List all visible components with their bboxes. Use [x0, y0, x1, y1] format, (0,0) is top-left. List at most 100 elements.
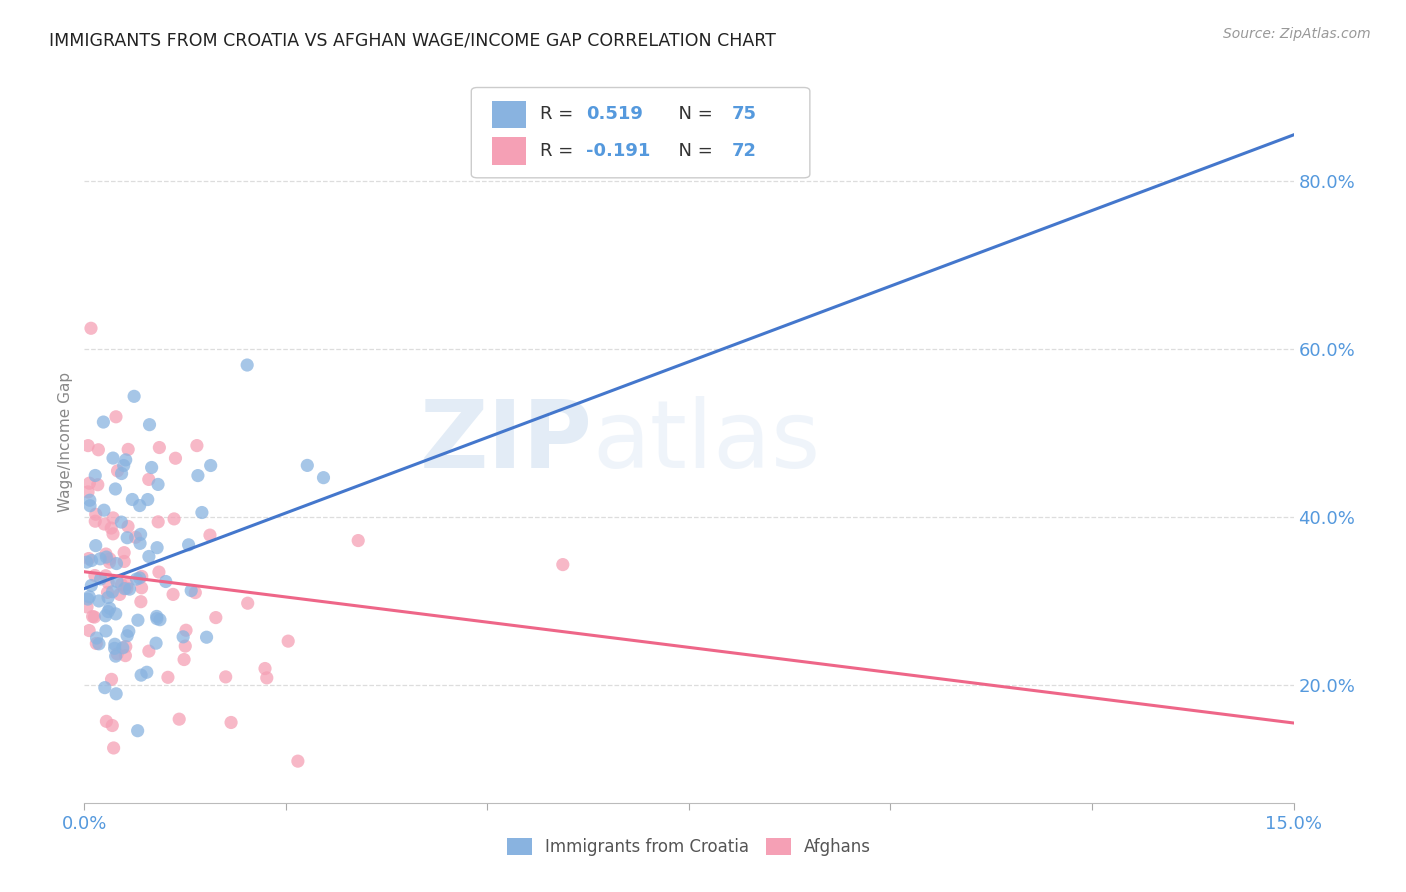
Text: -0.191: -0.191 [586, 142, 651, 160]
Point [146, 477, 169, 491]
Point [97, 575, 120, 590]
Point [105, 687, 128, 701]
Point [110, 467, 132, 481]
Text: 0.519: 0.519 [586, 105, 643, 123]
Point [114, 582, 136, 596]
Point [115, 582, 138, 596]
Point [96, 585, 118, 599]
Point [145, 636, 167, 650]
Point [86, 636, 108, 650]
Point [76, 599, 98, 614]
Point [122, 389, 145, 403]
Point [97, 591, 120, 605]
FancyBboxPatch shape [492, 137, 526, 165]
Text: Source: ZipAtlas.com: Source: ZipAtlas.com [1223, 27, 1371, 41]
Point [104, 649, 127, 664]
Point [127, 723, 149, 738]
Point [101, 451, 124, 466]
Point [112, 554, 135, 568]
Text: R =: R = [540, 142, 579, 160]
Point [104, 607, 127, 621]
Text: IMMIGRANTS FROM CROATIA VS AFGHAN WAGE/INCOME GAP CORRELATION CHART: IMMIGRANTS FROM CROATIA VS AFGHAN WAGE/I… [49, 31, 776, 49]
Point [94, 608, 117, 623]
Point [125, 572, 148, 586]
Point [146, 612, 169, 626]
Point [108, 587, 131, 601]
Point [87, 477, 110, 491]
Point [82, 609, 104, 624]
Point [148, 565, 170, 579]
Point [177, 538, 200, 552]
Point [77, 484, 100, 499]
Point [101, 718, 124, 732]
Point [84, 539, 107, 553]
Point [129, 595, 152, 609]
Point [100, 521, 122, 535]
Point [86, 631, 108, 645]
Point [114, 453, 136, 467]
Point [167, 712, 190, 726]
Point [219, 715, 242, 730]
Point [253, 661, 276, 675]
Point [149, 613, 172, 627]
Point [93, 516, 115, 531]
Point [129, 668, 152, 682]
Point [124, 530, 146, 544]
Point [205, 610, 228, 624]
Point [180, 583, 202, 598]
Point [79, 493, 101, 508]
Point [155, 574, 177, 589]
Point [83, 610, 105, 624]
Point [236, 596, 259, 610]
Point [287, 754, 309, 768]
Point [347, 533, 370, 548]
Point [115, 629, 138, 643]
Point [101, 584, 124, 599]
Point [145, 609, 167, 624]
Point [156, 670, 179, 684]
Text: R =: R = [540, 105, 579, 123]
Point [84, 514, 107, 528]
Point [115, 577, 138, 591]
Point [93, 415, 115, 429]
Point [110, 577, 132, 591]
Point [94, 568, 117, 582]
Point [98, 552, 121, 566]
Point [162, 587, 184, 601]
Point [138, 549, 160, 564]
Point [104, 482, 127, 496]
Point [93, 503, 115, 517]
Point [101, 511, 124, 525]
Text: ZIP: ZIP [419, 395, 592, 488]
Point [105, 557, 128, 571]
Point [131, 569, 153, 583]
Point [215, 670, 238, 684]
Point [84, 508, 107, 522]
Point [114, 648, 136, 663]
Point [112, 546, 135, 560]
Point [138, 417, 160, 432]
Point [138, 644, 160, 658]
Point [200, 458, 222, 473]
Point [277, 634, 299, 648]
Point [256, 671, 278, 685]
Point [136, 492, 159, 507]
FancyBboxPatch shape [492, 101, 526, 128]
Text: 72: 72 [731, 142, 756, 160]
Point [96, 714, 118, 729]
FancyBboxPatch shape [471, 87, 810, 178]
Point [131, 581, 153, 595]
Point [83, 568, 105, 582]
Point [87, 594, 110, 608]
Point [112, 458, 135, 473]
Point [141, 460, 163, 475]
Point [80, 578, 103, 592]
Point [77, 624, 100, 638]
Point [96, 550, 118, 565]
Point [84, 468, 107, 483]
Point [174, 624, 197, 638]
Point [117, 519, 139, 533]
Point [98, 601, 121, 615]
Point [90, 572, 112, 586]
Point [117, 442, 139, 457]
